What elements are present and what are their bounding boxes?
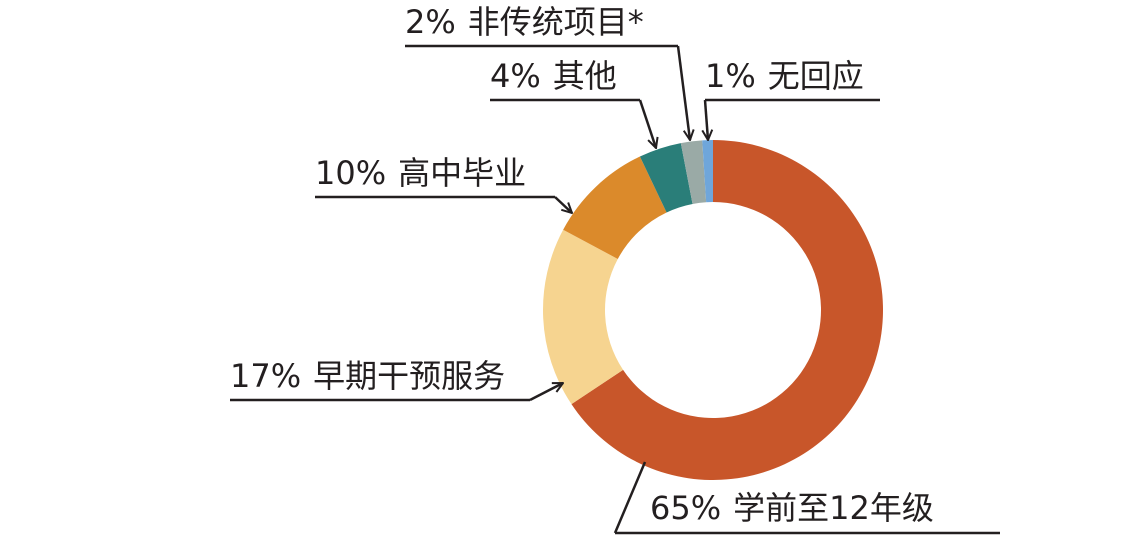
slice-label: 1% 无回应: [705, 57, 864, 95]
value-label: 1%: [705, 57, 756, 95]
donut-slice: [680, 140, 707, 204]
donut-slice: [639, 143, 693, 213]
leader-line: [638, 99, 656, 148]
leader-line: [613, 461, 647, 534]
donut-slice: [571, 140, 884, 481]
slice-label: 2% 非传统项目*: [405, 3, 644, 41]
value-label: 2%: [405, 3, 456, 41]
category-label: 早期干预服务: [313, 357, 505, 395]
value-label: 65%: [650, 489, 721, 527]
slice-label: 65% 学前至12年级: [650, 489, 934, 527]
slice-label: 10% 高中毕业: [315, 154, 526, 192]
leader-line: [529, 381, 563, 402]
donut-slice: [563, 156, 667, 259]
value-label: 17%: [230, 357, 301, 395]
category-label: 其他: [553, 57, 617, 95]
value-label: 4%: [490, 57, 541, 95]
slice-label: 4% 其他: [490, 57, 617, 95]
category-label: 无回应: [768, 57, 864, 95]
leader-line: [554, 196, 572, 213]
category-label: 高中毕业: [398, 154, 526, 192]
leader-line: [705, 99, 708, 140]
category-label: 学前至12年级: [733, 489, 934, 527]
slice-label: 17% 早期干预服务: [230, 357, 505, 395]
value-label: 10%: [315, 154, 386, 192]
donut-slice: [702, 140, 713, 203]
category-label: 非传统项目*: [468, 3, 644, 41]
leader-line: [676, 45, 690, 140]
donut-slice: [543, 229, 624, 405]
